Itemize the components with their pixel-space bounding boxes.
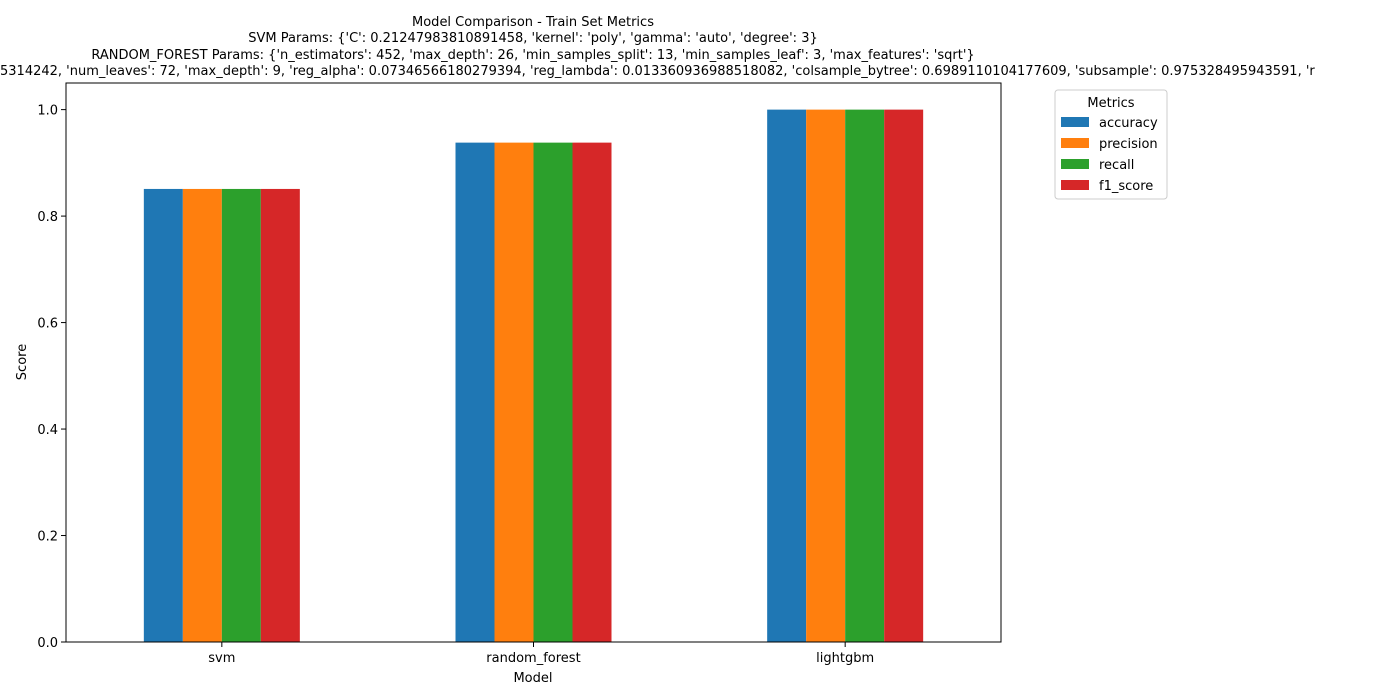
legend-swatch-recall <box>1061 159 1089 169</box>
y-tick-label: 0.4 <box>37 423 58 438</box>
bar-precision-svm <box>182 188 222 643</box>
bar-f1_score-random_forest <box>572 142 612 643</box>
y-tick-label: 0.6 <box>37 317 58 332</box>
legend-label-recall: recall <box>1099 158 1134 173</box>
bar-precision-random_forest <box>494 142 534 643</box>
chart-title-line: 5314242, 'num_leaves': 72, 'max_depth': … <box>0 64 1315 79</box>
plot-area-frame <box>65 82 1002 643</box>
legend-swatch-precision <box>1061 138 1089 148</box>
y-axis-label: Score <box>15 344 30 380</box>
bar-f1_score-svm <box>260 188 300 643</box>
legend-label-precision: precision <box>1099 137 1158 152</box>
legend: Metrics accuracy precision recall f1_score <box>1054 89 1168 200</box>
x-tick-label: random_forest <box>486 651 580 666</box>
x-tick-label: lightgbm <box>816 651 874 666</box>
bar-precision-lightgbm <box>806 109 846 643</box>
chart-title: Model Comparison - Train Set Metrics SVM… <box>0 15 1315 79</box>
legend-label-accuracy: accuracy <box>1099 116 1158 131</box>
chart-title-line: RANDOM_FOREST Params: {'n_estimators': 4… <box>91 48 974 63</box>
bars <box>143 109 924 643</box>
y-tick-label: 0.2 <box>37 530 58 545</box>
bar-f1_score-lightgbm <box>884 109 924 643</box>
y-tick-label: 0.8 <box>37 210 58 225</box>
y-axis-ticks: 0.0 0.2 0.4 0.6 0.8 1.0 <box>37 104 66 651</box>
x-axis-ticks: svm random_forest lightgbm <box>208 642 874 666</box>
legend-items: accuracy precision recall f1_score <box>1061 116 1158 194</box>
x-axis-label: Model <box>513 671 552 686</box>
bar-accuracy-lightgbm <box>767 109 807 643</box>
chart-title-line: SVM Params: {'C': 0.21247983810891458, '… <box>248 31 817 46</box>
bar-accuracy-svm <box>143 188 183 643</box>
y-tick-label: 1.0 <box>37 104 58 119</box>
bar-accuracy-random_forest <box>455 142 495 643</box>
bar-recall-svm <box>221 188 261 643</box>
y-tick-label: 0.0 <box>37 636 58 651</box>
x-tick-label: svm <box>208 651 235 666</box>
bar-recall-random_forest <box>533 142 573 643</box>
chart-title-line: Model Comparison - Train Set Metrics <box>412 15 654 30</box>
bar-recall-lightgbm <box>845 109 885 643</box>
legend-title: Metrics <box>1087 96 1134 111</box>
legend-label-f1_score: f1_score <box>1099 179 1153 194</box>
legend-swatch-f1_score <box>1061 180 1089 190</box>
legend-swatch-accuracy <box>1061 117 1089 127</box>
